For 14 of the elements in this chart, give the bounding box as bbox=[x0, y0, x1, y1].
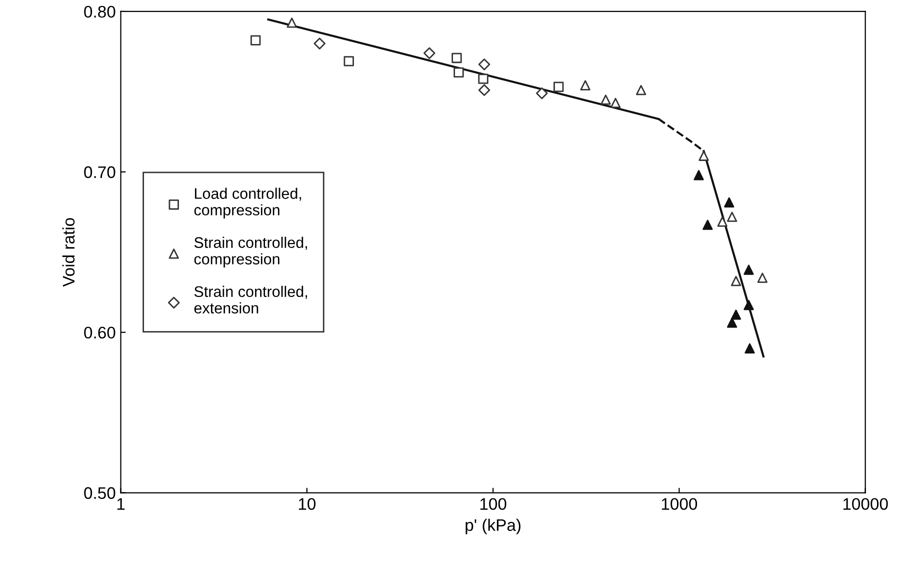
x-tick-label: 1 bbox=[117, 498, 125, 510]
legend-label: Load controlled, compression bbox=[194, 188, 302, 218]
x-tick-label: 1000 bbox=[662, 498, 698, 510]
y-tick-label: 0.80 bbox=[84, 6, 116, 18]
legend-label: Strain controlled, extension bbox=[194, 286, 307, 314]
x-tick-label: 10 bbox=[298, 498, 316, 510]
x-tick-label: 100 bbox=[480, 498, 506, 510]
y-axis-title: Void ratio bbox=[62, 218, 75, 287]
x-tick-label: 10000 bbox=[843, 498, 888, 510]
y-tick-label: 0.70 bbox=[84, 166, 116, 178]
y-tick-label: 0.50 bbox=[84, 487, 116, 499]
legend-label: Strain controlled, compression bbox=[194, 236, 307, 268]
x-axis-title: p' (kPa) bbox=[466, 518, 520, 534]
y-tick-label: 0.60 bbox=[84, 326, 116, 339]
